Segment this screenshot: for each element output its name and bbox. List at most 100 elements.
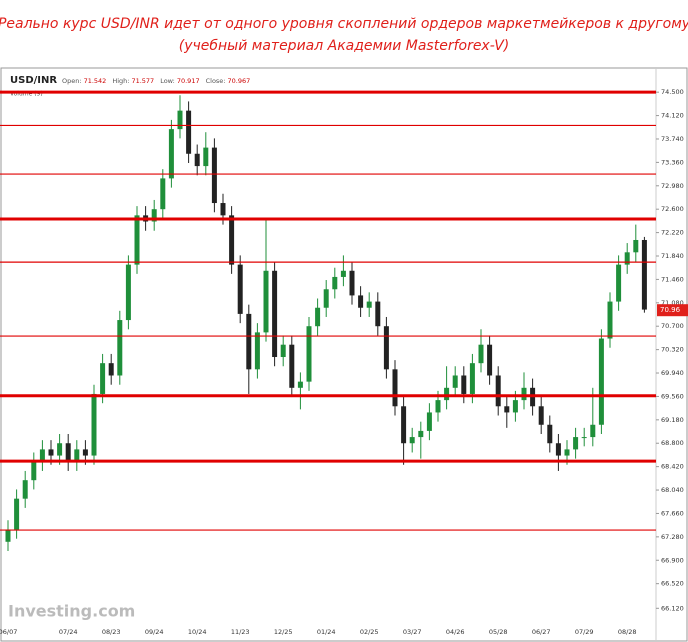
candle-body xyxy=(633,239,639,253)
candle-body xyxy=(452,375,458,388)
y-tick-label: 70.700 xyxy=(661,322,684,330)
candle-body xyxy=(254,332,260,370)
candle-body xyxy=(358,295,364,308)
candle-body xyxy=(177,110,183,130)
candle-body xyxy=(444,387,450,401)
candle-body xyxy=(5,529,11,542)
y-tick-label: 67.280 xyxy=(661,533,684,541)
candle-body xyxy=(555,443,561,456)
candle-body xyxy=(624,252,630,265)
y-tick-label: 68.420 xyxy=(661,463,684,471)
y-tick-label: 69.940 xyxy=(661,369,684,377)
chart-frame xyxy=(0,67,688,642)
candle-body xyxy=(521,387,527,401)
candle-body xyxy=(237,264,243,314)
candle-body xyxy=(125,264,131,321)
y-tick-label: 72.600 xyxy=(661,205,684,213)
x-tick-label: 04/26 xyxy=(446,628,465,636)
candle-body xyxy=(512,400,518,413)
candle-body xyxy=(547,424,553,444)
candle-body xyxy=(82,449,88,456)
candle-body xyxy=(151,209,157,222)
candle-body xyxy=(297,381,303,388)
candle-body xyxy=(538,406,544,425)
watermark: Investing.com xyxy=(8,602,135,621)
y-tick-label: 73.740 xyxy=(661,135,684,143)
candle-body xyxy=(315,307,321,327)
candle-body xyxy=(641,239,647,310)
x-tick-label: 10/24 xyxy=(188,628,207,636)
candle-body xyxy=(108,363,114,376)
candle-body xyxy=(289,344,295,388)
candle-body xyxy=(263,270,269,333)
candle-body xyxy=(435,400,441,413)
y-tick-label: 66.120 xyxy=(661,604,684,612)
y-tick-label: 71.840 xyxy=(661,252,684,260)
candle-body xyxy=(495,375,501,407)
candle-body xyxy=(280,344,286,358)
candle-body xyxy=(461,375,467,394)
candle-body xyxy=(340,270,346,277)
stat-value: 70.967 xyxy=(228,77,251,85)
candle-body xyxy=(487,344,493,376)
stat-value: 71.542 xyxy=(84,77,107,85)
y-tick-label: 66.520 xyxy=(661,580,684,588)
y-tick-label: 69.560 xyxy=(661,392,684,400)
candle-body xyxy=(469,363,475,394)
candle-body xyxy=(590,424,596,438)
candle-body xyxy=(14,498,20,530)
x-tick-label: 06/07 xyxy=(0,628,17,636)
stat-label: High: xyxy=(112,77,129,85)
x-tick-label: 07/24 xyxy=(59,628,78,636)
x-tick-label: 12/25 xyxy=(274,628,293,636)
x-tick-label: 08/23 xyxy=(102,628,121,636)
candle-body xyxy=(168,129,174,179)
candle-body xyxy=(74,449,80,462)
candle-body xyxy=(48,449,54,456)
candle-body xyxy=(418,430,424,438)
candle-body xyxy=(383,326,389,370)
stat-value: 71.577 xyxy=(131,77,154,85)
x-tick-label: 07/29 xyxy=(575,628,594,636)
candle-body xyxy=(117,320,123,376)
candle-body xyxy=(65,443,71,462)
candle-body xyxy=(91,393,97,456)
stat-label: Open: xyxy=(62,77,82,85)
last-price-label: 70.96 xyxy=(660,306,681,314)
candle-body xyxy=(186,110,192,154)
candle-body xyxy=(31,461,37,481)
x-tick-label: 09/24 xyxy=(145,628,164,636)
candle-body xyxy=(211,147,217,204)
candle-body xyxy=(598,338,604,425)
candle-body xyxy=(57,443,63,456)
y-tick-label: 69.180 xyxy=(661,416,684,424)
candle-body xyxy=(100,363,106,394)
chart-subtitle: (учебный материал Академии Masterforex-V… xyxy=(179,38,510,54)
candle-body xyxy=(323,289,329,308)
y-tick-label: 71.460 xyxy=(661,275,684,283)
last-price-box xyxy=(657,304,688,317)
y-tick-label: 74.500 xyxy=(661,88,684,96)
candle-body xyxy=(134,215,140,265)
chart-title: Реально курс USD/INR идет от одного уров… xyxy=(0,16,688,32)
y-tick-label: 71.080 xyxy=(661,299,684,307)
x-tick-label: 08/28 xyxy=(618,628,637,636)
candle-body xyxy=(220,203,226,216)
candle-body xyxy=(332,276,338,290)
candle-body xyxy=(375,301,381,327)
x-tick-label: 05/28 xyxy=(489,628,508,636)
volume-label: Volume (9) xyxy=(10,91,43,98)
x-tick-label: 11/23 xyxy=(231,628,250,636)
candle-body xyxy=(203,147,209,167)
y-tick-label: 68.800 xyxy=(661,439,684,447)
candle-body xyxy=(160,178,166,210)
symbol: USD/INR xyxy=(10,75,57,86)
candle-body xyxy=(272,270,278,358)
y-tick-label: 67.660 xyxy=(661,509,684,517)
y-tick-label: 72.220 xyxy=(661,229,684,237)
candle-body xyxy=(607,301,613,339)
candle-body xyxy=(306,326,312,382)
candle-body xyxy=(401,406,407,444)
